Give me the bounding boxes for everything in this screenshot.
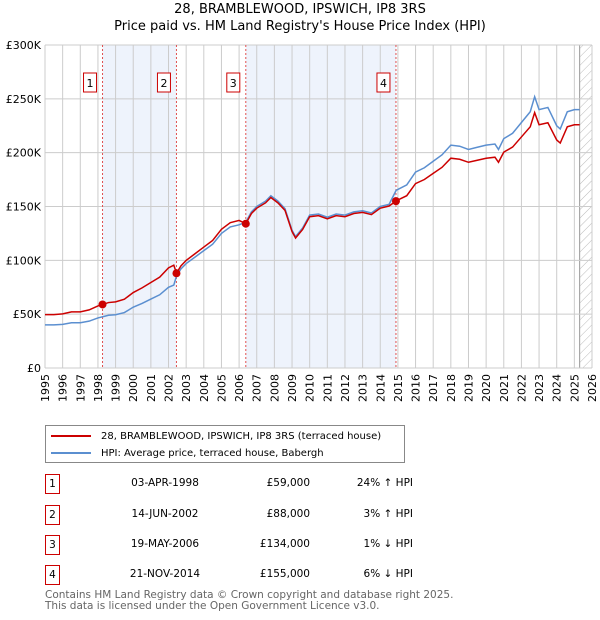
x-tick-label: 1999 <box>110 374 123 402</box>
x-tick-label: 2002 <box>163 374 176 402</box>
x-tick-label: 2010 <box>304 374 317 402</box>
sale-price: £155,000 <box>259 568 310 580</box>
sale-point-4 <box>391 197 400 206</box>
x-tick-label: 2018 <box>445 374 458 402</box>
chart-title: 28, BRAMBLEWOOD, IPSWICH, IP8 3RS <box>174 2 426 17</box>
sale-row: 1 03-APR-1998 £59,000 24% ↑ HPI <box>45 474 445 494</box>
legend-label-property: 28, BRAMBLEWOOD, IPSWICH, IP8 3RS (terra… <box>101 430 382 442</box>
legend-swatch-property <box>51 435 91 437</box>
sale-date: 21-NOV-2014 <box>129 568 201 580</box>
sale-badge-3 <box>226 72 241 93</box>
price-chart: 1995 1996 1997 1998 1999 2000 2001 2002 2003 2004… <box>6 39 599 402</box>
sale-badge-4 <box>376 72 391 93</box>
x-tick-label: 2009 <box>286 374 299 402</box>
sale-point-3 <box>241 219 250 228</box>
x-tick-label: 2026 <box>586 374 599 402</box>
sale-badge-1 <box>83 72 98 93</box>
chart-subtitle: Price paid vs. HM Land Registry's House … <box>114 19 486 34</box>
x-tick-label: 2004 <box>198 374 211 402</box>
sale-date: 19-MAY-2006 <box>130 538 200 550</box>
y-tick-label: £50K <box>13 308 42 321</box>
legend-label-hpi: HPI: Average price, terraced house, Babe… <box>101 447 324 459</box>
x-tick-label: 2023 <box>533 374 546 402</box>
sale-number: 4 <box>45 565 60 585</box>
x-tick-label: 2025 <box>568 374 581 402</box>
y-tick-label: £200K <box>6 147 42 160</box>
x-tick-label: 2005 <box>215 374 228 402</box>
x-tick-label: 2019 <box>462 374 475 402</box>
sale-point-1 <box>98 300 107 309</box>
x-tick-label: 1998 <box>92 374 105 402</box>
property-line <box>45 110 580 316</box>
y-tick-label: £100K <box>6 254 42 267</box>
footer-licence: This data is licensed under the Open Gov… <box>45 600 380 612</box>
sale-date: 14-JUN-2002 <box>131 508 199 520</box>
sale-number: 2 <box>45 505 60 525</box>
y-tick-label: £0 <box>27 362 41 375</box>
sale-hpi-diff: 6% ↓ HPI <box>363 568 413 580</box>
y-tick-label: £250K <box>6 93 42 106</box>
sale-badge-label-4: 4 <box>380 77 387 90</box>
sale-point-2 <box>172 269 181 278</box>
x-tick-label: 2011 <box>321 374 334 402</box>
legend: 28, BRAMBLEWOOD, IPSWICH, IP8 3RS (terra… <box>45 425 405 463</box>
sale-price: £59,000 <box>266 477 310 489</box>
x-tick-label: 2015 <box>392 374 405 402</box>
sale-row: 3 19-MAY-2006 £134,000 1% ↓ HPI <box>45 535 445 555</box>
x-tick-label: 2013 <box>357 374 370 402</box>
x-tick-label: 1995 <box>39 374 52 402</box>
legend-swatch-hpi <box>51 452 91 454</box>
x-tick-label: 2006 <box>233 374 246 402</box>
sale-badge-label-3: 3 <box>230 77 237 90</box>
sale-badge-2 <box>156 72 171 93</box>
footer-copyright: Contains HM Land Registry data © Crown c… <box>45 589 454 601</box>
x-tick-label: 2000 <box>127 374 140 402</box>
y-tick-label: £300K <box>6 39 42 52</box>
x-tick-label: 2016 <box>410 374 423 402</box>
y-tick-label: £150K <box>6 201 42 214</box>
x-tick-label: 2003 <box>180 374 193 402</box>
sale-number: 3 <box>45 535 60 555</box>
sale-number: 1 <box>45 474 60 494</box>
x-tick-label: 2001 <box>145 374 158 402</box>
x-tick-label: 2012 <box>339 374 352 402</box>
x-tick-label: 1996 <box>57 374 70 402</box>
sale-row: 4 21-NOV-2014 £155,000 6% ↓ HPI <box>45 565 445 585</box>
x-tick-label: 2022 <box>515 374 528 402</box>
sale-price: £88,000 <box>266 508 310 520</box>
sale-hpi-diff: 24% ↑ HPI <box>356 477 413 489</box>
sale-badge-label-2: 2 <box>160 77 167 90</box>
sale-row: 2 14-JUN-2002 £88,000 3% ↑ HPI <box>45 505 445 525</box>
x-tick-label: 2008 <box>268 374 281 402</box>
x-tick-label: 2014 <box>374 374 387 402</box>
x-tick-label: 2017 <box>427 374 440 402</box>
x-tick-label: 2020 <box>480 374 493 402</box>
x-tick-label: 2024 <box>551 374 564 402</box>
x-tick-label: 2007 <box>251 374 264 402</box>
sale-badge-label-1: 1 <box>87 77 94 90</box>
sale-date: 03-APR-1998 <box>131 477 199 489</box>
sale-hpi-diff: 3% ↑ HPI <box>363 508 413 520</box>
sale-price: £134,000 <box>259 538 310 550</box>
x-tick-label: 2021 <box>498 374 511 402</box>
x-tick-label: 1997 <box>74 374 87 402</box>
sale-hpi-diff: 1% ↓ HPI <box>363 538 413 550</box>
